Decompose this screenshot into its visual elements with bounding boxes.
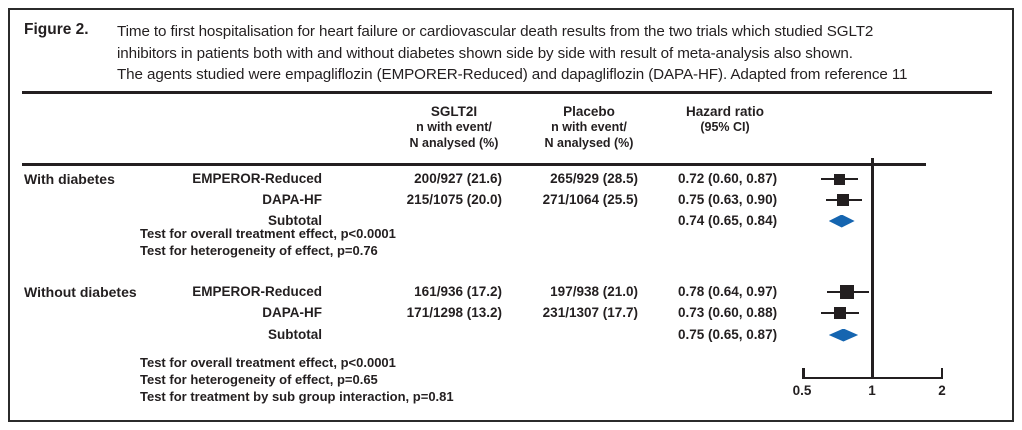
subtotal-diamond-marker xyxy=(828,328,859,342)
hazard-ratio-value: 0.78 (0.64, 0.97) xyxy=(678,284,778,299)
column-header-placebo: Placebo n with event/ N analysed (%) xyxy=(504,103,674,151)
hr-square-marker xyxy=(833,173,845,185)
column-header-sglt2i: SGLT2I n with event/ N analysed (%) xyxy=(369,103,539,151)
hazard-ratio-axis xyxy=(802,376,943,379)
axis-tick-label: 0.5 xyxy=(792,383,812,398)
column-subtitle: n with event/ xyxy=(551,120,627,134)
column-subtitle: N analysed (%) xyxy=(409,135,499,150)
trial-label: DAPA-HF xyxy=(262,305,322,320)
group-label: With diabetes xyxy=(24,171,115,187)
hr-square-marker xyxy=(834,307,847,319)
figure-label: Figure 2. xyxy=(24,21,89,38)
column-title: SGLT2I xyxy=(430,104,478,119)
test-statement: Test for heterogeneity of effect, p=0.76 xyxy=(140,243,378,258)
placebo-value: 197/938 (21.0) xyxy=(550,284,638,299)
caption-line: Time to first hospitalisation for heart … xyxy=(117,23,874,40)
test-statement: Test for treatment by sub group interact… xyxy=(140,389,454,404)
column-subtitle: (95% CI) xyxy=(700,120,750,134)
ci-whisker xyxy=(825,198,862,202)
sglt2i-value: 200/927 (21.6) xyxy=(414,171,502,186)
column-title: Hazard ratio xyxy=(685,104,765,119)
placebo-value: 231/1307 (17.7) xyxy=(542,305,638,320)
column-header-hazard-ratio: Hazard ratio (95% CI) xyxy=(640,103,810,136)
ci-whisker xyxy=(820,177,859,181)
header-rule xyxy=(22,163,926,166)
hr-square-marker xyxy=(840,285,855,299)
placebo-value: 265/929 (28.5) xyxy=(550,171,638,186)
sglt2i-value: 171/1298 (13.2) xyxy=(406,305,502,320)
group-label: Without diabetes xyxy=(24,284,137,300)
caption-rule xyxy=(22,91,992,94)
trial-label: EMPEROR-Reduced xyxy=(192,284,322,299)
axis-tick-05 xyxy=(802,368,805,377)
trial-label: EMPEROR-Reduced xyxy=(192,171,322,186)
hazard-ratio-value: 0.74 (0.65, 0.84) xyxy=(678,213,778,228)
subtotal-label: Subtotal xyxy=(268,213,322,228)
axis-tick-label: 1 xyxy=(868,383,876,398)
axis-tick-label: 2 xyxy=(938,383,946,398)
hazard-ratio-value: 0.72 (0.60, 0.87) xyxy=(678,171,778,186)
subtotal-label: Subtotal xyxy=(268,327,322,342)
hazard-ratio-value: 0.73 (0.60, 0.88) xyxy=(678,305,778,320)
hazard-ratio-value: 0.75 (0.63, 0.90) xyxy=(678,192,778,207)
test-statement: Test for overall treatment effect, p<0.0… xyxy=(140,226,396,241)
test-statement: Test for heterogeneity of effect, p=0.65 xyxy=(140,372,378,387)
figure-2-forest-plot: Figure 2. Time to first hospitalisation … xyxy=(10,10,1012,420)
column-title: Placebo xyxy=(563,104,615,119)
sglt2i-value: 161/936 (17.2) xyxy=(414,284,502,299)
figure-border: Figure 2. Time to first hospitalisation … xyxy=(8,8,1014,422)
placebo-value: 271/1064 (25.5) xyxy=(542,192,638,207)
reference-line-hr1 xyxy=(871,158,874,379)
caption-line: inhibitors in patients both with and wit… xyxy=(117,44,853,62)
caption-line: The agents studied were empagliflozin (E… xyxy=(117,66,908,83)
ci-whisker xyxy=(827,290,870,294)
hazard-ratio-value: 0.75 (0.65, 0.87) xyxy=(678,327,778,342)
sglt2i-value: 215/1075 (20.0) xyxy=(406,192,502,207)
subtotal-diamond-marker xyxy=(828,214,855,228)
ci-whisker xyxy=(820,311,860,315)
trial-label: DAPA-HF xyxy=(262,192,322,207)
column-subtitle: n with event/ xyxy=(416,120,492,134)
test-statement: Test for overall treatment effect, p<0.0… xyxy=(140,355,396,370)
axis-tick-2 xyxy=(940,368,943,377)
column-subtitle: N analysed (%) xyxy=(544,135,634,150)
figure-caption: Time to first hospitalisation for heart … xyxy=(117,21,1007,86)
hr-square-marker xyxy=(837,194,850,206)
